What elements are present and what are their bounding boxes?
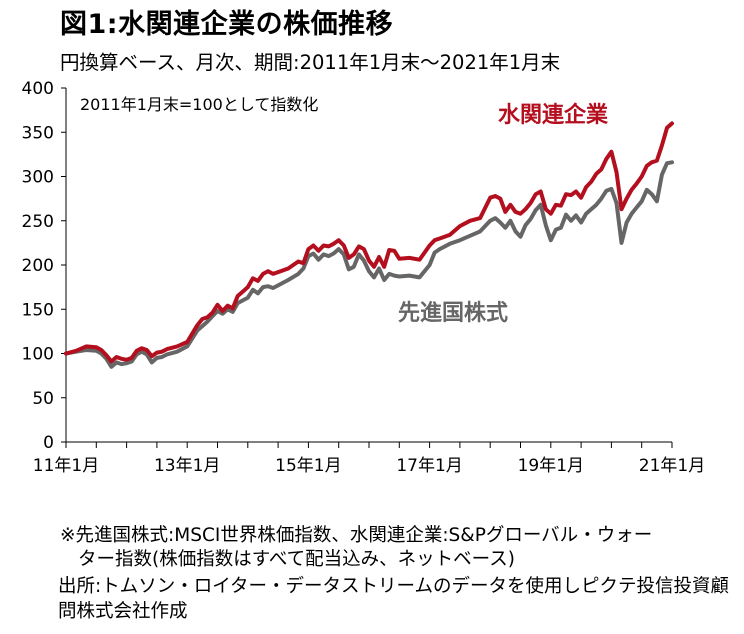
footnote-source-line2: 問株式会社作成 [58,601,188,622]
chart-annotation: 2011年1月末=100として指数化 [80,95,318,114]
y-tick-label: 150 [22,300,54,320]
series-label-developed: 先進国株式 [398,301,508,326]
x-tick-label: 13年1月 [154,456,220,476]
series-label-water: 水関連企業 [498,102,609,128]
y-tick-label: 200 [22,256,54,276]
footnote-definition-line1: ※先進国株式:MSCI世界株価指数、水関連企業:S&Pグローバル・ウォー [60,525,653,546]
chart-subtitle: 円換算ベース、月次、期間:2011年1月末～2021年1月末 [60,51,561,74]
y-tick-label: 50 [32,389,54,409]
x-tick-label: 15年1月 [275,456,341,476]
series-line-water [64,121,674,364]
x-tick-label: 17年1月 [396,456,462,476]
y-tick-label: 0 [43,433,54,453]
y-tick-label: 300 [22,168,54,188]
y-tick-label: 350 [22,123,54,143]
chart-title: 図1:水関連企業の株価推移 [60,9,394,40]
x-tick-label: 11年1月 [33,456,99,476]
y-tick-label: 400 [22,79,54,99]
footnote-definition-line2: ター指数(株価指数はすべて配当込み、ネットベース) [78,549,515,570]
x-tick-label: 19年1月 [518,456,584,476]
series-line-developed [64,160,674,369]
x-tick-label: 21年1月 [639,456,705,476]
y-tick-label: 250 [22,212,54,232]
y-tick-label: 100 [22,345,54,365]
footnote-source-line1: 出所:トムソン・ロイター・データストリームのデータを使用しピクテ投信投資顧 [58,576,729,597]
